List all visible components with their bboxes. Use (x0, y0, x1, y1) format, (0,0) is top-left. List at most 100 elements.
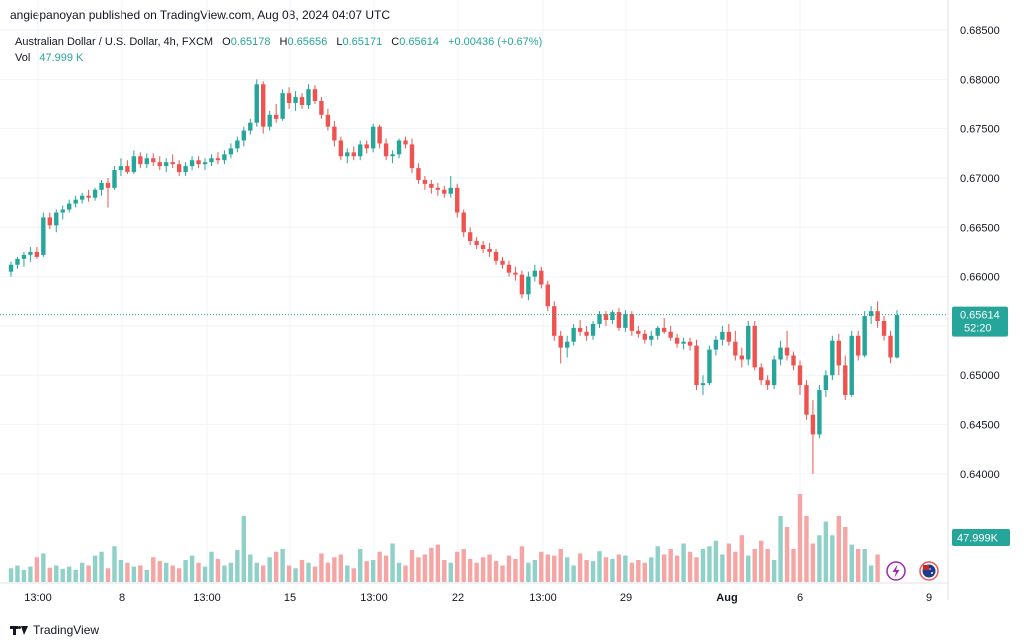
candle-body (584, 331, 589, 336)
volume-bar (713, 540, 719, 582)
candle-body (455, 187, 460, 213)
volume-bar (500, 565, 505, 582)
volume-bar (325, 562, 331, 582)
candle-body (836, 340, 841, 366)
countdown-text: 52:20 (964, 323, 992, 335)
candle-body (752, 325, 757, 368)
volume-bar (707, 546, 712, 582)
candle-body (67, 203, 72, 210)
candle-body (286, 93, 292, 103)
volume-bar (131, 566, 137, 582)
volume-bar (189, 555, 195, 582)
volume-bar (868, 565, 874, 582)
candle-body (868, 311, 874, 317)
time-tick-label: Aug (716, 592, 737, 604)
candle-body (739, 355, 744, 360)
candle-body (131, 156, 137, 173)
candle-body (674, 337, 680, 344)
price-tick-label: 0.68000 (960, 74, 1000, 86)
candle-body (138, 156, 143, 165)
volume-bar (597, 551, 602, 582)
volume-bar (564, 557, 570, 582)
volume-bar (545, 554, 550, 582)
volume-bar (539, 551, 544, 582)
candle-body (804, 385, 809, 415)
candle-body (60, 209, 65, 213)
candle-body (28, 251, 33, 255)
volume-bar (286, 565, 292, 582)
volume-bar (681, 543, 686, 582)
candle-body (370, 126, 376, 149)
volume-bar (455, 551, 460, 582)
volume-bar (241, 516, 247, 582)
candle-body (99, 182, 104, 190)
volume-bar (47, 567, 53, 582)
volume-value: 47.999 K (39, 52, 84, 64)
candle-body (170, 162, 175, 165)
candle-body (164, 162, 169, 167)
time-tick-label: 15 (284, 592, 296, 604)
candle-body (325, 114, 331, 127)
volume-tag: 47.999K (952, 529, 1010, 546)
candle-body (590, 323, 596, 336)
volume-bar (480, 557, 486, 582)
volume-bar (261, 565, 266, 582)
volume-bar (746, 555, 751, 582)
candle-body (597, 314, 602, 324)
candle-body (319, 101, 324, 115)
tradingview-brand[interactable]: TradingView (10, 623, 99, 637)
candle-body (435, 187, 441, 190)
volume-bar (487, 554, 492, 582)
volume-bar (409, 550, 415, 582)
candle-body (771, 359, 777, 386)
candle-body (564, 341, 570, 348)
candle-body (8, 264, 14, 272)
volume-bar (558, 549, 563, 582)
volume-bars (8, 494, 880, 582)
chart-legend: Australian Dollar / U.S. Dollar, 4h, FXC… (15, 34, 542, 66)
time-tick-label: 8 (119, 592, 125, 604)
candle-body (797, 365, 803, 386)
volume-bar (60, 568, 65, 582)
candle-body (338, 140, 344, 157)
low-value: 0.65171 (342, 36, 383, 48)
volume-bar (830, 535, 835, 582)
volume-bar (758, 540, 764, 582)
australia-flag-icon[interactable] (919, 561, 939, 581)
volume-label[interactable]: Vol (15, 52, 31, 64)
candle-body (720, 331, 725, 340)
candle-body (519, 274, 525, 295)
volume-bar (804, 516, 809, 582)
volume-bar (590, 561, 596, 582)
volume-bar (73, 569, 78, 582)
volume-bar (855, 549, 861, 582)
volume-bar (228, 562, 234, 582)
candle-body (364, 144, 369, 149)
candle-body (47, 217, 53, 226)
tradingview-logo-icon (10, 624, 28, 636)
symbol-label[interactable]: Australian Dollar / U.S. Dollar, 4h, FXC… (15, 36, 214, 48)
volume-bar (164, 562, 169, 582)
volume-bar (461, 549, 466, 582)
candle-body (358, 144, 363, 157)
candle-body (700, 383, 706, 386)
candle-body (642, 333, 647, 340)
volume-bar (571, 565, 576, 582)
volume-bar (623, 555, 628, 582)
volume-bar (843, 527, 848, 582)
volume-bar (79, 562, 85, 582)
candle-body (332, 126, 337, 141)
volume-bar (144, 569, 150, 582)
open-label: O (222, 36, 231, 48)
volume-bar (442, 560, 447, 582)
volume-bar (157, 561, 162, 582)
candle-body (506, 264, 512, 273)
candle-body (875, 311, 880, 321)
candle-body (299, 97, 305, 105)
candle-body (830, 340, 835, 376)
candle-body (396, 140, 402, 155)
lightning-icon[interactable] (886, 561, 906, 581)
candle-body (778, 347, 783, 360)
volume-bar (28, 566, 33, 582)
